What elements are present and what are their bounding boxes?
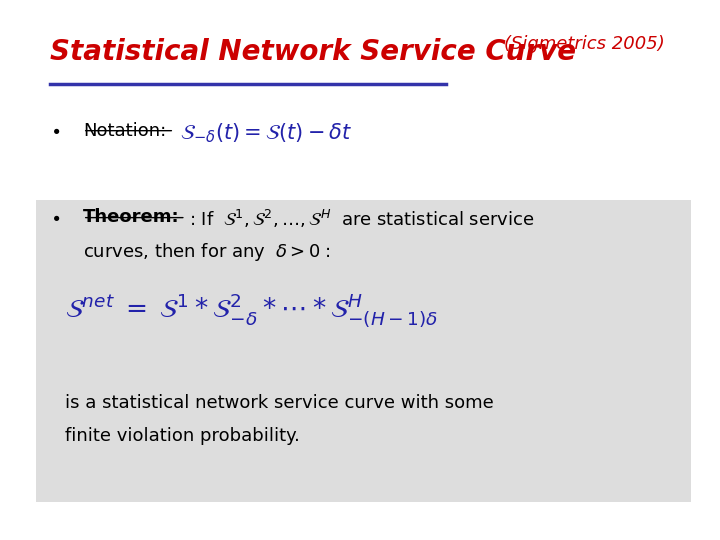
Text: is a statistical network service curve with some: is a statistical network service curve w…	[65, 394, 493, 412]
Text: Notation:: Notation:	[83, 122, 166, 139]
Text: $\mathcal{S}^{net} \;=\; \mathcal{S}^1 * \mathcal{S}^2_{-\delta} * \cdots * \mat: $\mathcal{S}^{net} \;=\; \mathcal{S}^1 *…	[65, 292, 438, 329]
Text: : If $\;\mathcal{S}^1, \mathcal{S}^2, \ldots, \mathcal{S}^H\;$ are statistical s: : If $\;\mathcal{S}^1, \mathcal{S}^2, \l…	[189, 208, 535, 230]
Text: $\bullet$: $\bullet$	[50, 122, 60, 139]
Text: $\mathcal{S}_{-\delta}(t) = \mathcal{S}(t) - \delta t$: $\mathcal{S}_{-\delta}(t) = \mathcal{S}(…	[180, 122, 352, 145]
FancyBboxPatch shape	[36, 200, 691, 502]
Text: curves, then for any $\;\delta > 0\;$:: curves, then for any $\;\delta > 0\;$:	[83, 241, 330, 264]
Text: $\bullet$: $\bullet$	[50, 208, 60, 226]
Text: (Sigmetrics 2005): (Sigmetrics 2005)	[504, 35, 665, 53]
Text: Statistical Network Service Curve: Statistical Network Service Curve	[50, 38, 577, 66]
Text: Theorem:: Theorem:	[83, 208, 179, 226]
Text: finite violation probability.: finite violation probability.	[65, 427, 300, 444]
